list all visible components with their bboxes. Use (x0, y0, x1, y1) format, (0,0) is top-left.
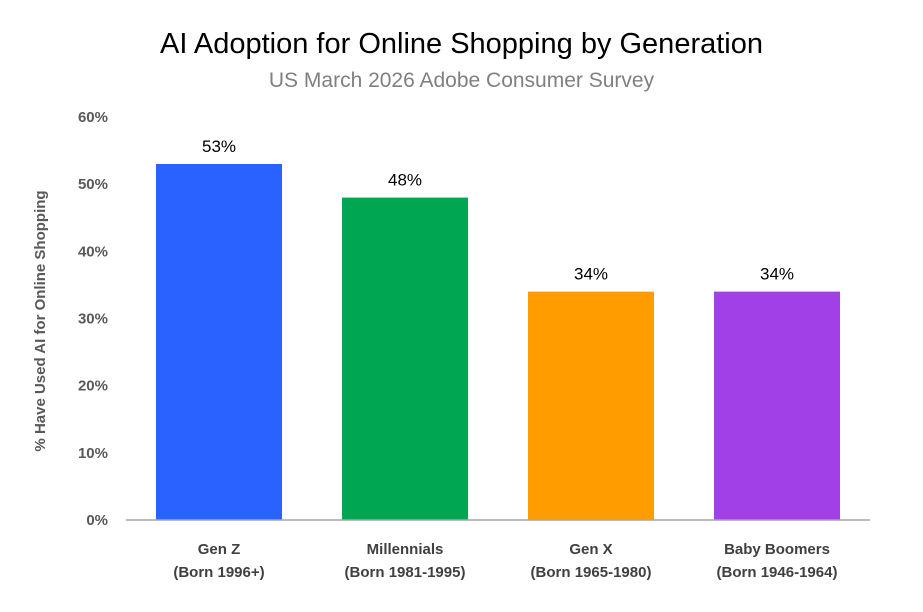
category-label: (Born 1946-1964) (717, 564, 838, 581)
category-label: Gen X (569, 541, 612, 558)
data-label: 34% (574, 265, 608, 284)
bars (156, 164, 840, 520)
category-label: (Born 1965-1980) (531, 564, 652, 581)
y-tick-label: 10% (78, 445, 108, 462)
y-tick-label: 40% (78, 243, 108, 260)
bar (156, 164, 282, 520)
bar (714, 291, 840, 520)
y-tick-label: 0% (86, 512, 108, 529)
category-labels: Gen Z (Born 1996+) Millennials (Born 1981-1… (173, 541, 837, 581)
chart-subtitle: US March 2026 Adobe Consumer Survey (268, 69, 655, 92)
data-label: 48% (388, 171, 422, 190)
y-axis-label: % Have Used AI for Online Shopping (32, 190, 49, 451)
bar (342, 197, 468, 520)
category-label: (Born 1996+) (173, 564, 264, 581)
chart-title: AI Adoption for Online Shopping by Gener… (160, 28, 763, 60)
y-axis-ticks: 0% 10% 20% 30% 40% 50% 60% (78, 109, 108, 529)
data-label: 53% (202, 137, 236, 156)
category-label: Gen Z (198, 541, 241, 558)
y-tick-label: 20% (78, 378, 108, 395)
category-label: Millennials (367, 541, 444, 558)
category-label: (Born 1981-1995) (345, 564, 466, 581)
y-tick-label: 60% (78, 109, 108, 126)
category-label: Baby Boomers (724, 541, 830, 558)
data-label: 34% (760, 265, 794, 284)
data-labels: 53% 48% 34% 34% (202, 137, 794, 284)
bar (528, 291, 654, 520)
y-tick-label: 50% (78, 176, 108, 193)
y-tick-label: 30% (78, 311, 108, 328)
